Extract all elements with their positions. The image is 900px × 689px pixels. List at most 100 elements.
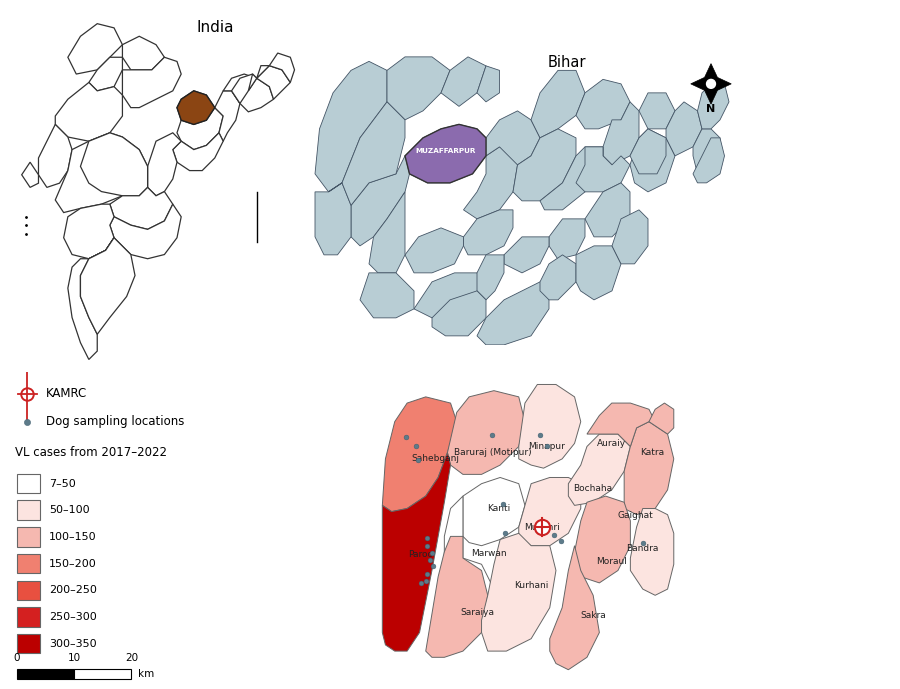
Polygon shape <box>693 129 720 174</box>
Polygon shape <box>382 397 456 511</box>
Text: Bihar: Bihar <box>548 54 586 70</box>
Polygon shape <box>110 204 181 259</box>
Bar <box>17 608 40 626</box>
Polygon shape <box>405 125 486 183</box>
Text: Sahebganj: Sahebganj <box>411 454 459 464</box>
Polygon shape <box>666 102 702 156</box>
Text: Minapur: Minapur <box>528 442 565 451</box>
Text: N: N <box>706 104 716 114</box>
Text: Paroo: Paroo <box>409 551 434 559</box>
Polygon shape <box>64 204 114 259</box>
Text: 150–200: 150–200 <box>49 559 96 568</box>
Text: Kurhani: Kurhani <box>514 582 548 590</box>
Text: Moraul: Moraul <box>597 557 627 566</box>
Polygon shape <box>215 91 240 141</box>
Bar <box>74 669 131 679</box>
Polygon shape <box>360 273 414 318</box>
Polygon shape <box>540 147 603 210</box>
Text: Auraiy: Auraiy <box>598 439 626 448</box>
Polygon shape <box>110 187 173 229</box>
Polygon shape <box>177 107 223 150</box>
Polygon shape <box>22 162 39 187</box>
Polygon shape <box>486 111 540 165</box>
Text: Musahri: Musahri <box>524 523 560 532</box>
Text: 200–250: 200–250 <box>49 586 96 595</box>
Polygon shape <box>351 156 410 246</box>
Polygon shape <box>691 63 732 104</box>
Polygon shape <box>68 23 122 74</box>
Polygon shape <box>122 37 165 70</box>
Bar <box>17 634 40 653</box>
Polygon shape <box>426 536 488 657</box>
Polygon shape <box>463 477 525 546</box>
Polygon shape <box>414 273 486 318</box>
Text: Bandra: Bandra <box>626 544 659 553</box>
Polygon shape <box>587 403 655 446</box>
Bar <box>17 554 40 573</box>
Text: Katra: Katra <box>640 448 664 457</box>
Polygon shape <box>432 291 486 336</box>
Polygon shape <box>122 57 181 107</box>
Polygon shape <box>223 74 274 112</box>
Polygon shape <box>177 91 215 125</box>
Polygon shape <box>315 183 351 255</box>
Text: Baruraj (Motipur): Baruraj (Motipur) <box>454 448 531 457</box>
Polygon shape <box>504 237 549 273</box>
Polygon shape <box>639 93 675 129</box>
Bar <box>17 474 40 493</box>
Polygon shape <box>464 147 518 219</box>
Polygon shape <box>80 133 148 196</box>
Polygon shape <box>576 147 630 192</box>
Polygon shape <box>231 74 256 103</box>
Polygon shape <box>387 57 450 120</box>
Text: VL cases from 2017–2022: VL cases from 2017–2022 <box>15 446 167 459</box>
Text: Sakra: Sakra <box>580 611 606 620</box>
Polygon shape <box>464 210 513 255</box>
Polygon shape <box>477 255 504 300</box>
Text: Kanti: Kanti <box>487 504 510 513</box>
Bar <box>17 581 40 600</box>
Polygon shape <box>625 422 674 515</box>
Polygon shape <box>518 384 580 469</box>
Polygon shape <box>513 129 576 201</box>
Polygon shape <box>148 133 181 196</box>
Polygon shape <box>518 477 580 546</box>
Polygon shape <box>477 282 549 345</box>
Text: 250–300: 250–300 <box>49 612 96 622</box>
Bar <box>17 500 40 520</box>
Polygon shape <box>405 125 486 183</box>
Polygon shape <box>256 65 291 99</box>
Text: 7–50: 7–50 <box>49 479 76 489</box>
Polygon shape <box>177 91 215 125</box>
Polygon shape <box>612 210 648 264</box>
Text: 20: 20 <box>125 653 138 664</box>
Polygon shape <box>630 129 666 174</box>
Polygon shape <box>248 65 269 91</box>
Polygon shape <box>698 84 729 129</box>
Polygon shape <box>649 403 674 434</box>
Polygon shape <box>55 133 148 213</box>
Polygon shape <box>39 125 72 187</box>
Text: KAMRC: KAMRC <box>46 387 87 400</box>
Polygon shape <box>89 57 122 91</box>
Polygon shape <box>68 238 114 360</box>
Polygon shape <box>55 83 122 141</box>
Bar <box>17 669 74 679</box>
Circle shape <box>706 79 716 88</box>
Polygon shape <box>549 219 585 259</box>
Polygon shape <box>603 102 639 165</box>
Text: Saraiya: Saraiya <box>460 608 494 617</box>
Polygon shape <box>173 133 223 171</box>
Polygon shape <box>569 434 630 505</box>
Polygon shape <box>477 66 500 102</box>
Text: India: India <box>196 21 233 35</box>
Polygon shape <box>576 246 621 300</box>
Polygon shape <box>693 138 724 183</box>
Polygon shape <box>540 255 576 300</box>
Polygon shape <box>531 70 585 138</box>
Text: Marwan: Marwan <box>472 549 507 558</box>
Polygon shape <box>630 508 674 595</box>
Polygon shape <box>441 57 486 106</box>
Polygon shape <box>315 61 387 192</box>
Polygon shape <box>574 496 630 583</box>
